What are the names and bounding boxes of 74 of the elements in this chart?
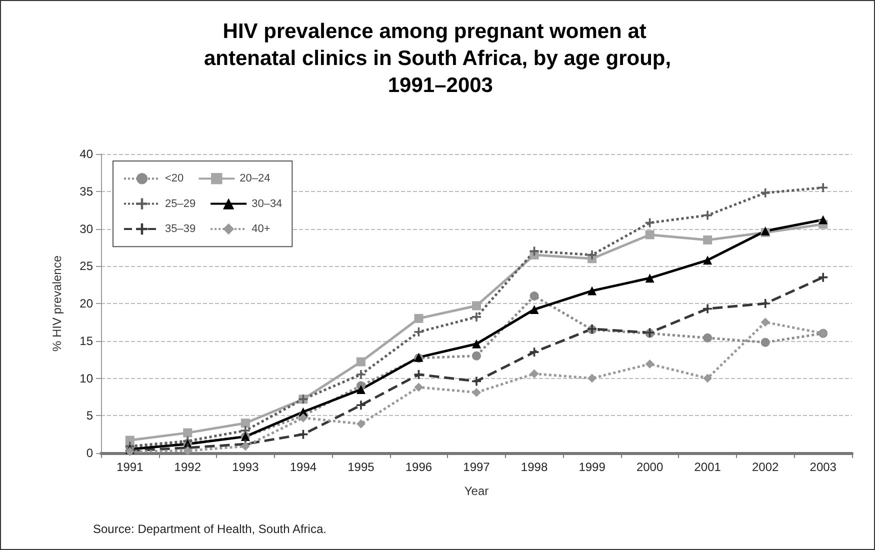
point bbox=[588, 286, 597, 296]
point bbox=[703, 256, 712, 265]
legend-label: 35–39 bbox=[165, 223, 196, 235]
point bbox=[818, 272, 828, 282]
x-tick-label: 1991 bbox=[116, 460, 144, 474]
point bbox=[530, 292, 539, 301]
point bbox=[414, 327, 424, 336]
x-tick-label: 1993 bbox=[232, 460, 260, 474]
point bbox=[818, 183, 828, 192]
point bbox=[472, 301, 481, 310]
chart-title: HIV prevalence among pregnant women at antenatal clinics in South Africa, by age group, 1991–2003 bbox=[204, 20, 672, 97]
x-tick-label: 2002 bbox=[752, 460, 780, 474]
y-axis-title: % HIV prevalence bbox=[50, 255, 64, 352]
point bbox=[356, 370, 366, 380]
point bbox=[414, 382, 424, 392]
point bbox=[414, 370, 424, 380]
point bbox=[588, 374, 597, 383]
x-axis-title: Year bbox=[464, 484, 489, 498]
legend-label: 25–29 bbox=[165, 198, 196, 210]
x-tick-label: 1994 bbox=[290, 460, 317, 474]
point bbox=[356, 419, 366, 428]
point bbox=[240, 418, 250, 428]
legend-label: 20–24 bbox=[240, 172, 270, 185]
point bbox=[472, 388, 481, 397]
point bbox=[356, 384, 366, 394]
x-tick-label: 1997 bbox=[463, 460, 490, 474]
point bbox=[760, 318, 770, 327]
x-tick-label: 1995 bbox=[348, 460, 375, 474]
x-tick-label: 2003 bbox=[810, 460, 837, 474]
point bbox=[760, 299, 770, 308]
point bbox=[530, 369, 539, 378]
y-tick-label: 5 bbox=[86, 408, 94, 423]
point bbox=[703, 333, 712, 342]
legend-label: 40+ bbox=[252, 223, 270, 235]
point bbox=[645, 230, 654, 240]
point bbox=[183, 428, 192, 438]
point bbox=[818, 215, 828, 224]
y-tick-label: 15 bbox=[80, 334, 94, 348]
y-tick-label: 20 bbox=[80, 296, 94, 310]
point bbox=[183, 446, 192, 456]
point bbox=[703, 210, 712, 220]
point bbox=[472, 351, 481, 360]
point bbox=[414, 314, 424, 323]
point bbox=[588, 250, 597, 260]
x-tick-label: 1999 bbox=[578, 460, 606, 474]
point bbox=[356, 357, 366, 366]
y-tick-label: 10 bbox=[80, 371, 94, 386]
point bbox=[472, 339, 481, 348]
x-tick-label: 1996 bbox=[405, 460, 432, 474]
point bbox=[645, 274, 654, 283]
point bbox=[645, 360, 654, 369]
source-note: Source: Department of Health, South Africa. bbox=[93, 522, 326, 536]
point bbox=[472, 376, 481, 386]
point bbox=[125, 436, 134, 445]
point bbox=[472, 312, 481, 322]
point bbox=[530, 304, 539, 314]
point bbox=[530, 348, 539, 357]
legend-label: 30–34 bbox=[252, 198, 282, 210]
x-tick-label: 2000 bbox=[636, 460, 664, 474]
x-tick-label: 1998 bbox=[520, 460, 548, 474]
legend-label: <20 bbox=[165, 172, 184, 185]
x-tick-label: 2001 bbox=[694, 460, 722, 474]
point bbox=[703, 374, 712, 383]
point bbox=[760, 188, 770, 198]
x-tick-label: 1992 bbox=[174, 460, 202, 474]
y-tick-label: 25 bbox=[80, 259, 94, 274]
point bbox=[703, 235, 712, 244]
y-tick-label: 30 bbox=[80, 222, 94, 236]
y-tick-label: 40 bbox=[80, 147, 94, 161]
point bbox=[760, 338, 770, 347]
y-tick-label: 35 bbox=[80, 184, 94, 198]
point bbox=[703, 304, 712, 314]
y-tick-label: 0 bbox=[86, 446, 94, 460]
point bbox=[356, 400, 366, 410]
